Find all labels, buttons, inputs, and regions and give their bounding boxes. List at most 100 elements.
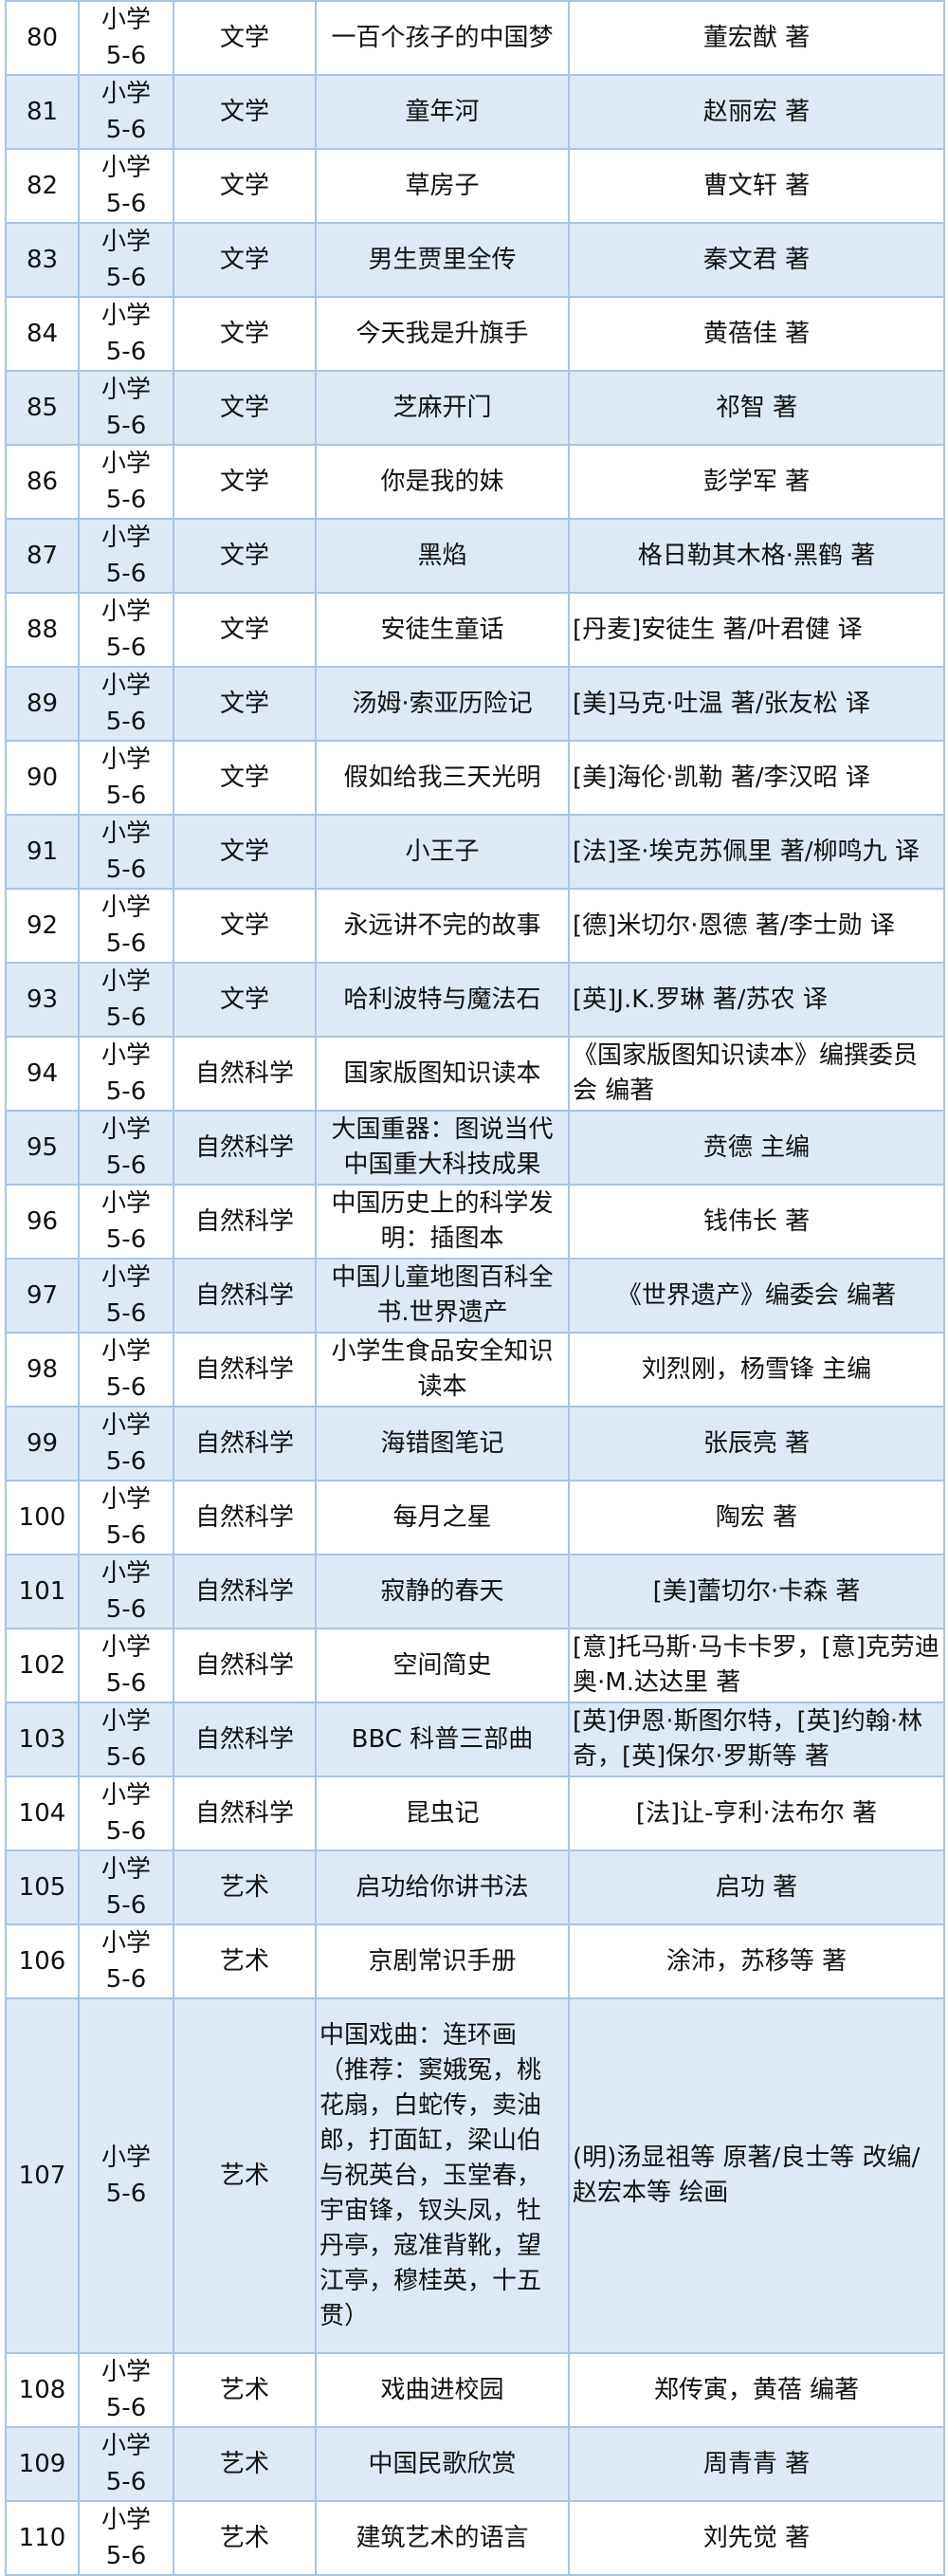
table-row: 104 小学 5-6 自然科学 昆虫记 [法]让-亨利·法布尔 著 (5, 1776, 945, 1851)
category-cell: 自然科学 (173, 1776, 317, 1851)
grade-line: 5-6 (105, 1077, 147, 1106)
author-cell: 祁智 著 (568, 370, 945, 446)
category-cell: 艺术 (173, 1923, 317, 1999)
table-row: 87 小学 5-6 文学 黑焰 格日勒其木格·黑鹤 著 (5, 518, 945, 594)
category-cell: 自然科学 (173, 1554, 317, 1629)
author-cell: [德]米切尔·恩德 著/李士勋 译 (568, 888, 945, 964)
grade-line: 5-6 (105, 1521, 147, 1550)
grade-line: 5-6 (105, 708, 147, 736)
table-row: 102 小学 5-6 自然科学 空间简史 [意]托马斯·马卡卡罗，[意]克劳迪奥·M.达达… (5, 1628, 945, 1703)
author-cell: 郑传寅，黄蓓 编著 (568, 2352, 945, 2428)
category-cell: 文学 (173, 518, 317, 594)
grade-cell: 小学 5-6 (78, 222, 174, 298)
category-cell: 自然科学 (173, 1702, 317, 1777)
title-cell: 空间简史 (315, 1628, 570, 1703)
row-number: 82 (5, 148, 80, 224)
grade-line: 5-6 (105, 1965, 147, 1994)
row-number: 96 (5, 1184, 80, 1260)
category-cell: 文学 (173, 740, 317, 816)
grade-cell: 小学 5-6 (78, 1258, 174, 1334)
row-number: 104 (5, 1776, 80, 1851)
row-number: 108 (5, 2352, 80, 2428)
grade-cell: 小学 5-6 (78, 2500, 174, 2576)
row-number: 93 (5, 962, 80, 1038)
grade-line: 小学 (100, 1337, 151, 1366)
title-cell: 启功给你讲书法 (315, 1849, 570, 1925)
grade-cell: 小学 5-6 (78, 1554, 174, 1629)
grade-line: 5-6 (105, 338, 147, 366)
author-cell: 涂沛，苏移等 著 (568, 1923, 945, 1999)
table-row: 85 小学 5-6 文学 芝麻开门 祁智 著 (5, 370, 945, 446)
grade-line: 5-6 (105, 2468, 147, 2496)
grade-line: 小学 (100, 450, 151, 478)
grade-line: 5-6 (105, 1299, 147, 1328)
table-row: 98 小学 5-6 自然科学 小学生食品安全知识读本 刘烈刚，杨雪锋 主编 (5, 1332, 945, 1408)
grade-cell: 小学 5-6 (78, 1702, 174, 1777)
title-cell: 小学生食品安全知识读本 (315, 1332, 570, 1408)
category-cell: 文学 (173, 444, 317, 520)
title-cell: 小王子 (315, 814, 570, 890)
grade-cell: 小学 5-6 (78, 2352, 174, 2428)
title-cell: 汤姆·索亚历险记 (315, 666, 570, 742)
grade-line: 小学 (100, 1485, 151, 1514)
category-cell: 自然科学 (173, 1406, 317, 1481)
table-row: 99 小学 5-6 自然科学 海错图笔记 张辰亮 著 (5, 1406, 945, 1481)
author-cell: (明)汤显祖等 原著/良士等 改编/赵宏本等 绘画 (568, 1997, 945, 2354)
table-row: 106 小学 5-6 艺术 京剧常识手册 涂沛，苏移等 著 (5, 1923, 945, 1999)
title-cell: 戏曲进校园 (315, 2352, 570, 2428)
grade-cell: 小学 5-6 (78, 1480, 174, 1555)
author-cell: 启功 著 (568, 1849, 945, 1925)
grade-cell: 小学 5-6 (78, 592, 174, 668)
grade-cell: 小学 5-6 (78, 1036, 174, 1112)
grade-cell: 小学 5-6 (78, 1332, 174, 1408)
grade-line: 小学 (100, 2432, 151, 2460)
table-row: 101 小学 5-6 自然科学 寂静的春天 [美]蕾切尔·卡森 著 (5, 1554, 945, 1629)
table-row: 109 小学 5-6 艺术 中国民歌欣赏 周青青 著 (5, 2426, 945, 2502)
grade-line: 小学 (100, 80, 151, 108)
row-number: 92 (5, 888, 80, 964)
grade-line: 5-6 (105, 856, 147, 884)
title-cell: 哈利波特与魔法石 (315, 962, 570, 1038)
title-cell: 昆虫记 (315, 1776, 570, 1851)
row-number: 88 (5, 592, 80, 668)
category-cell: 自然科学 (173, 1110, 317, 1186)
row-number: 110 (5, 2500, 80, 2576)
table-row: 107 小学 5-6 艺术 中国戏曲：连环画（推荐：窦娥冤，桃花扇，白蛇传，卖油郎，打面… (5, 1997, 945, 2354)
table-row: 82 小学 5-6 文学 草房子 曹文轩 著 (5, 148, 945, 224)
title-cell: BBC 科普三部曲 (315, 1702, 570, 1777)
author-cell: 秦文君 著 (568, 222, 945, 298)
grade-cell: 小学 5-6 (78, 666, 174, 742)
author-cell: [美]马克·吐温 著/张友松 译 (568, 666, 945, 742)
author-cell: 张辰亮 著 (568, 1406, 945, 1481)
author-cell: 赵丽宏 著 (568, 74, 945, 150)
grade-line: 小学 (100, 598, 151, 626)
category-cell: 艺术 (173, 2426, 317, 2502)
title-cell: 假如给我三天光明 (315, 740, 570, 816)
title-cell: 中国历史上的科学发明：插图本 (315, 1184, 570, 1260)
author-cell: [意]托马斯·马卡卡罗，[意]克劳迪奥·M.达达里 著 (568, 1628, 945, 1703)
row-number: 99 (5, 1406, 80, 1481)
category-cell: 艺术 (173, 2352, 317, 2428)
grade-line: 小学 (100, 1041, 151, 1070)
title-cell: 国家版图知识读本 (315, 1036, 570, 1112)
row-number: 109 (5, 2426, 80, 2502)
author-cell: 钱伟长 著 (568, 1184, 945, 1260)
title-cell: 今天我是升旗手 (315, 296, 570, 372)
author-cell: 《世界遗产》编委会 编著 (568, 1258, 945, 1334)
row-number: 100 (5, 1480, 80, 1555)
grade-line: 小学 (100, 376, 151, 404)
grade-line: 小学 (100, 1633, 151, 1662)
grade-cell: 小学 5-6 (78, 444, 174, 520)
grade-line: 5-6 (105, 1003, 147, 1032)
grade-line: 5-6 (105, 1669, 147, 1698)
row-number: 101 (5, 1554, 80, 1629)
row-number: 86 (5, 444, 80, 520)
table-row: 86 小学 5-6 文学 你是我的妹 彭学军 著 (5, 444, 945, 520)
grade-line: 小学 (100, 1559, 151, 1588)
category-cell: 文学 (173, 148, 317, 224)
title-cell: 寂静的春天 (315, 1554, 570, 1629)
grade-line: 5-6 (105, 1373, 147, 1402)
grade-cell: 小学 5-6 (78, 1923, 174, 1999)
table-row: 93 小学 5-6 文学 哈利波特与魔法石 [英]J.K.罗琳 著/苏农 译 (5, 962, 945, 1038)
grade-line: 小学 (100, 228, 151, 256)
